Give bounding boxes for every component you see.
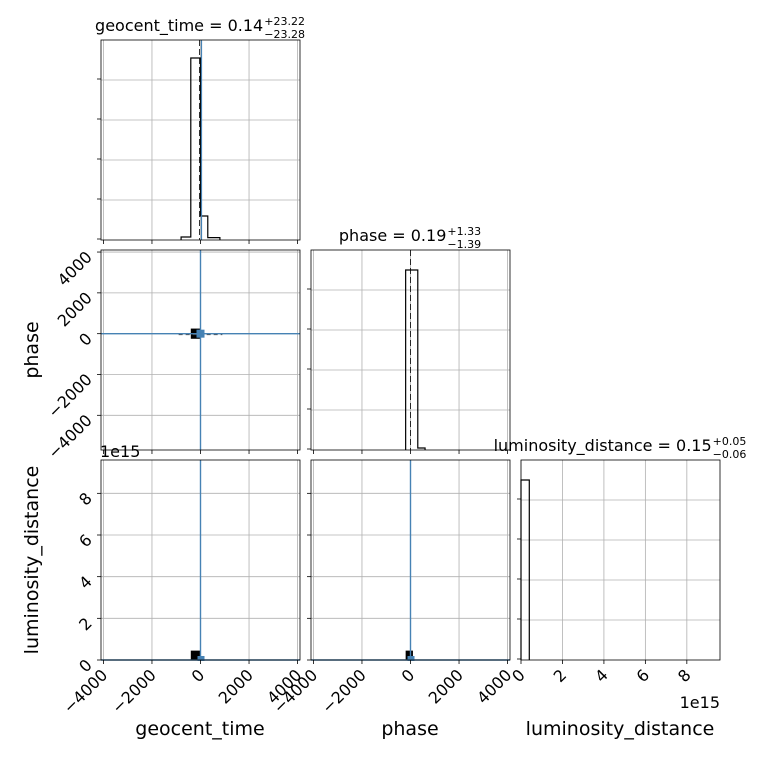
lum-time-truth-marker [197,656,205,661]
lum-phase-xtick-label: 0 [398,665,419,686]
title-phase: phase = 0.19 +1.33−1.39 [339,225,481,251]
phase-time-ytick-label: 2000 [54,288,96,330]
lum-hist-xtick-label: 8 [674,665,695,686]
y-axis-label-luminosity-distance: luminosity_distance [21,466,43,655]
title-luminosity-distance-lower-error: −0.06 [713,448,747,461]
title-luminosity-distance-upper-error: +0.05 [713,435,747,448]
lum-time-ytick-label: 8 [75,489,96,510]
lum-offset-text-left: 1e15 [100,442,140,461]
lum-hist-frame [520,459,721,661]
lum-phase-xtick-label: −2000 [318,665,370,717]
lum-time-xtick-label: 2000 [215,665,257,707]
title-luminosity-distance: luminosity_distance = 0.15 +0.05−0.06 [494,435,747,461]
lum-phase-xtick-label: 2000 [425,665,467,707]
lum-hist-xtick-label: 4 [591,665,612,686]
lum-time-ytick-label: 6 [75,530,96,551]
lum-hist-xtick-label: 2 [550,665,571,686]
x-axis-label-geocent-time: geocent_time [135,718,264,740]
title-geocent-time: geocent_time = 0.14 +23.22−23.28 [95,15,305,41]
phase-time-ytick-label: −2000 [44,370,96,422]
time-histogram [180,57,221,240]
lum-hist-xtick-label: 6 [633,665,654,686]
lum-phase-truth-marker [407,656,415,661]
x-axis-label-luminosity-distance: luminosity_distance [526,718,715,740]
lum-time-ytick-label: 4 [75,572,96,593]
lum-time-xtick-label: −2000 [108,665,160,717]
y-axis-label-phase: phase [21,321,43,378]
title-luminosity-distance-value: luminosity_distance = 0.15 [494,436,712,456]
x-axis-label-phase: phase [381,718,438,740]
phase-time-ytick-label: 4000 [54,247,96,289]
phase-time-truth-marker [196,329,205,338]
phase-histogram [405,269,426,450]
lum-phase-density [405,650,413,660]
title-phase-upper-error: +1.33 [447,225,481,238]
title-geocent-time-upper-error: +23.22 [264,15,305,28]
lum-time-density [190,650,201,660]
lum-offset-text-bottom: 1e15 [680,693,720,712]
title-geocent-time-value: geocent_time = 0.14 [95,16,263,36]
phase-time-ytick-label: 0 [75,329,96,350]
lum-time-ytick-label: 2 [75,614,96,635]
phase-time-ytick-label: −4000 [44,411,96,463]
title-geocent-time-lower-error: −23.28 [264,28,305,41]
title-phase-lower-error: −1.39 [447,238,481,251]
lum-time-xtick-label: 0 [188,665,209,686]
title-phase-value: phase = 0.19 [339,226,446,245]
lum-histogram [520,479,530,660]
